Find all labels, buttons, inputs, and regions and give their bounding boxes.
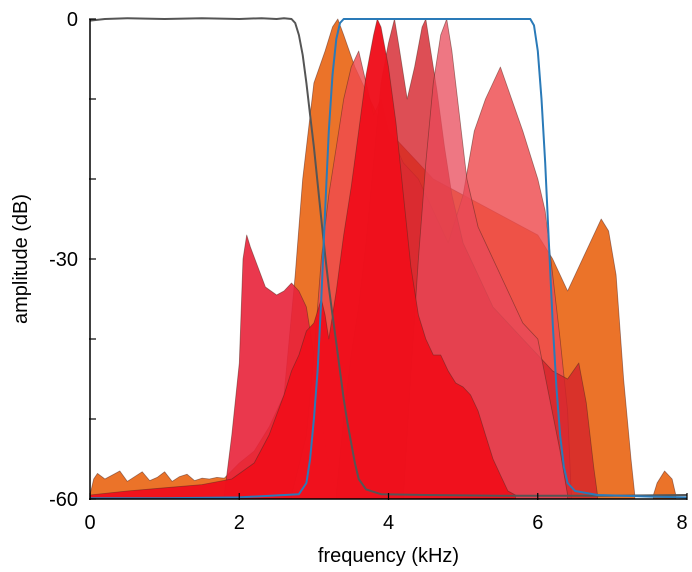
y-tick-label: -60 <box>49 489 78 511</box>
y-tick-label: -30 <box>49 249 78 271</box>
x-tick-label: 2 <box>234 512 245 534</box>
x-tick-label: 4 <box>383 512 394 534</box>
x-tick-label: 6 <box>532 512 543 534</box>
spectrum-area-5 <box>89 18 516 500</box>
filter-response-line-7 <box>89 17 688 497</box>
filter-response-line-8 <box>90 18 688 500</box>
series-layer <box>89 17 688 500</box>
x-tick-label: 8 <box>676 512 687 534</box>
x-axis-title: frequency (kHz) <box>318 545 459 567</box>
y-axis-title: amplitude (dB) <box>10 194 32 324</box>
tick-layer: -60 -30 0 0 2 4 6 8 <box>49 9 688 534</box>
x-tick-label: 0 <box>84 512 95 534</box>
y-tick-label: 0 <box>67 9 78 31</box>
